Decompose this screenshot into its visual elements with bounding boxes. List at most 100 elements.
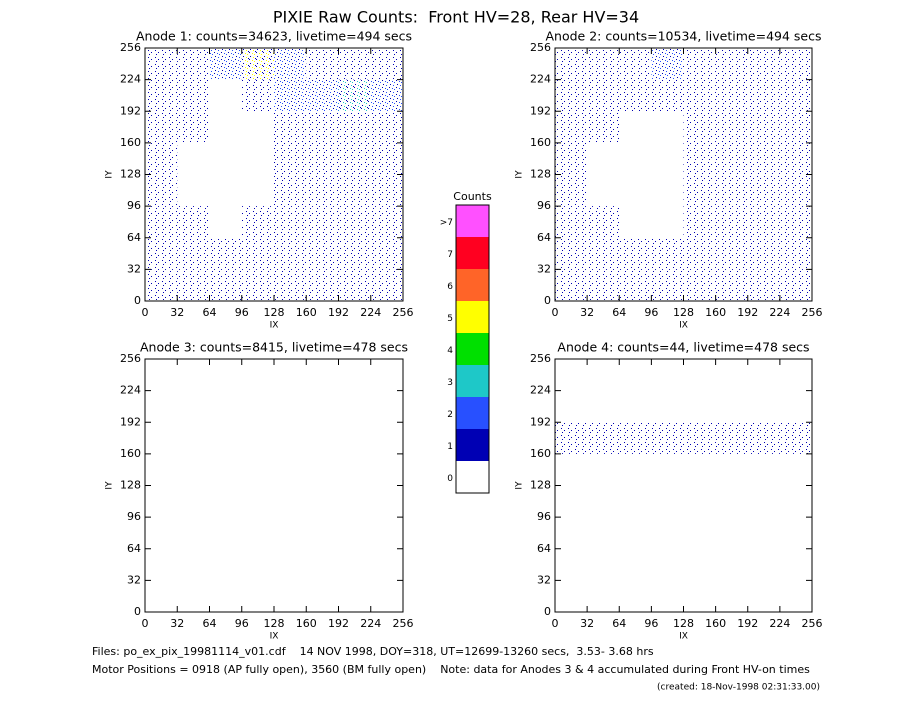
heatmap-cell bbox=[683, 79, 716, 112]
heatmap-cell bbox=[716, 517, 748, 549]
colorbar-label: 0 bbox=[447, 474, 453, 484]
x-tick-label: 64 bbox=[203, 617, 217, 630]
heatmap-cell bbox=[339, 486, 371, 518]
heatmap-cell bbox=[177, 486, 209, 518]
heatmap-cell bbox=[716, 359, 748, 391]
heatmap-cell bbox=[748, 454, 780, 486]
y-tick-label: 32 bbox=[537, 573, 551, 586]
heatmap-cell bbox=[306, 174, 339, 207]
heatmap-cell bbox=[619, 237, 652, 270]
x-tick-label: 192 bbox=[737, 617, 758, 630]
heatmap-cell bbox=[177, 79, 210, 112]
heatmap-cell bbox=[651, 486, 683, 518]
heatmap-cell bbox=[587, 359, 619, 391]
heatmap-cell bbox=[555, 206, 588, 238]
heatmap-cell bbox=[274, 48, 307, 80]
colorbar-box bbox=[456, 365, 489, 397]
heatmap-cell bbox=[242, 454, 274, 486]
y-axis-label: IY bbox=[105, 170, 115, 179]
heatmap-cell bbox=[306, 454, 338, 486]
heatmap-cell bbox=[683, 111, 716, 143]
colorbar-label: 6 bbox=[447, 282, 453, 292]
heatmap-cell bbox=[651, 79, 684, 112]
colorbar-label: 2 bbox=[447, 410, 453, 420]
y-tick-label: 96 bbox=[537, 199, 551, 212]
y-tick-label: 64 bbox=[537, 231, 551, 244]
colorbar-label: 3 bbox=[447, 378, 453, 388]
heatmap-cell bbox=[683, 269, 716, 301]
heatmap-cell bbox=[651, 580, 683, 612]
heatmap-cell bbox=[338, 174, 371, 207]
heatmap-cell bbox=[587, 517, 619, 549]
heatmap-cell bbox=[555, 580, 587, 612]
heatmap-cell bbox=[210, 422, 242, 454]
heatmap-cell bbox=[716, 580, 748, 612]
y-axis-label: IY bbox=[515, 481, 525, 490]
plot-frame bbox=[144, 358, 404, 613]
y-tick-label: 32 bbox=[537, 262, 551, 275]
x-tick-label: 128 bbox=[673, 617, 694, 630]
heatmap-cell bbox=[555, 79, 588, 112]
heatmap-cell bbox=[779, 142, 812, 175]
heatmap-cell bbox=[339, 580, 371, 612]
heatmap-cell bbox=[210, 580, 242, 612]
y-tick-label: 64 bbox=[537, 542, 551, 555]
heatmap-cell bbox=[779, 206, 812, 238]
heatmap-cell bbox=[145, 48, 178, 80]
x-tick-label: 160 bbox=[705, 306, 726, 319]
heatmap-cell bbox=[242, 359, 274, 391]
heatmap-cell bbox=[306, 391, 338, 423]
heatmap-cell bbox=[683, 48, 716, 80]
heatmap-cell bbox=[306, 486, 338, 518]
y-tick-label: 256 bbox=[120, 352, 141, 365]
heatmap-cell bbox=[338, 48, 371, 80]
heatmap-cell bbox=[747, 48, 780, 80]
heatmap-cell bbox=[747, 111, 780, 143]
heatmap-cell bbox=[145, 79, 178, 112]
heatmap-cell bbox=[371, 517, 403, 549]
x-tick-label: 224 bbox=[360, 306, 381, 319]
colorbar-title: Counts bbox=[453, 190, 492, 203]
heatmap-cell bbox=[209, 269, 242, 301]
heatmap-cell bbox=[779, 174, 812, 207]
heatmap-cell bbox=[370, 206, 403, 238]
y-tick-label: 64 bbox=[127, 231, 141, 244]
heatmap-cell bbox=[684, 517, 716, 549]
heatmap-cell bbox=[619, 422, 652, 454]
heatmap-cell bbox=[338, 142, 371, 175]
heatmap-cell bbox=[145, 359, 177, 391]
heatmap-cell bbox=[177, 143, 209, 175]
heatmap-cell bbox=[619, 111, 651, 143]
heatmap-cell bbox=[177, 206, 210, 238]
footer-created: (created: 18-Nov-1998 02:31:33.00) bbox=[657, 683, 820, 693]
heatmap-cell bbox=[177, 422, 209, 454]
y-tick-label: 0 bbox=[134, 605, 141, 618]
heatmap-cell bbox=[587, 48, 620, 80]
heatmap-cell bbox=[274, 79, 307, 112]
heatmap-cell bbox=[210, 143, 242, 175]
heatmap-cell bbox=[715, 142, 748, 175]
heatmap-cell bbox=[274, 142, 307, 175]
heatmap-cell bbox=[274, 391, 306, 423]
heatmap-cell bbox=[587, 580, 619, 612]
heatmap-cell bbox=[555, 486, 587, 518]
heatmap-cell bbox=[338, 269, 371, 301]
heatmap-cell bbox=[651, 391, 683, 423]
heatmap-cell bbox=[684, 549, 716, 581]
x-tick-label: 256 bbox=[802, 617, 823, 630]
heatmap-cell bbox=[371, 486, 403, 518]
heatmap-cell bbox=[145, 422, 177, 454]
x-tick-label: 128 bbox=[673, 306, 694, 319]
heatmap-cell bbox=[177, 454, 209, 486]
heatmap-cell bbox=[780, 486, 812, 518]
x-tick-label: 0 bbox=[142, 617, 149, 630]
heatmap-cell bbox=[651, 549, 683, 581]
heatmap-cell bbox=[555, 391, 587, 423]
colorbar-label: 7 bbox=[447, 250, 453, 260]
heatmap-cell bbox=[242, 391, 274, 423]
heatmap-cell bbox=[241, 237, 274, 270]
heatmap-cell bbox=[306, 549, 338, 581]
heatmap-cell bbox=[587, 79, 620, 112]
x-tick-label: 256 bbox=[393, 306, 414, 319]
